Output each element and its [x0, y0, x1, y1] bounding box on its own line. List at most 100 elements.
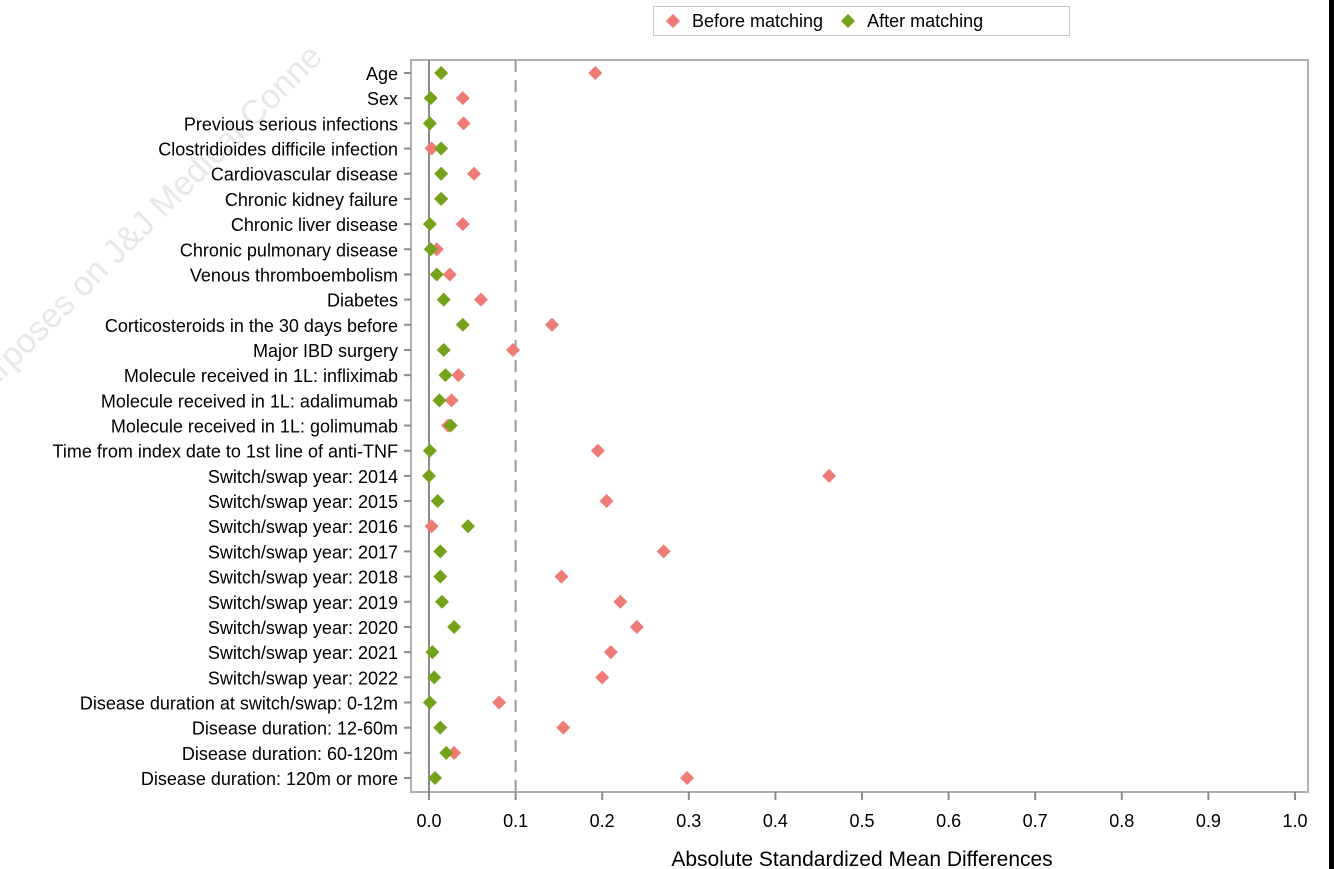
marker-after-matching: [434, 191, 449, 206]
marker-after-matching: [427, 670, 442, 685]
y-tick-label: Switch/swap year: 2014: [208, 467, 398, 487]
y-tick-label: Chronic liver disease: [231, 215, 398, 235]
marker-before-matching: [442, 267, 457, 282]
y-tick-label: Molecule received in 1L: infliximab: [124, 366, 398, 386]
marker-after-matching: [455, 317, 470, 332]
legend-label-after: After matching: [867, 10, 984, 31]
marker-before-matching: [455, 217, 470, 232]
y-tick-label: Disease duration: 120m or more: [141, 769, 398, 789]
plot-border: [410, 59, 1309, 793]
legend-item-before: Before matching: [664, 11, 823, 32]
y-tick-label: Switch/swap year: 2018: [208, 568, 398, 588]
y-tick-label: Diabetes: [327, 291, 398, 311]
x-axis-label: Absolute Standardized Mean Differences: [671, 848, 1052, 869]
marker-after-matching: [438, 368, 453, 383]
marker-before-matching: [447, 745, 462, 760]
marker-after-matching: [434, 141, 449, 156]
y-tick-label: Sex: [367, 89, 398, 109]
marker-after-matching: [422, 116, 437, 131]
marker-after-matching: [434, 166, 449, 181]
marker-before-matching: [424, 519, 439, 534]
marker-after-matching: [434, 594, 449, 609]
marker-after-matching: [432, 393, 447, 408]
legend: Before matching After matching: [653, 6, 1070, 36]
marker-before-matching: [595, 670, 610, 685]
legend-item-after: After matching: [839, 11, 983, 32]
y-tick-label: Chronic kidney failure: [225, 190, 398, 210]
marker-before-matching: [554, 569, 569, 584]
marker-before-matching: [506, 342, 521, 357]
marker-before-matching: [492, 695, 507, 710]
y-tick-label: Switch/swap year: 2020: [208, 618, 398, 638]
right-edge-bar: [1329, 0, 1334, 869]
y-tick-label: Age: [366, 64, 398, 84]
marker-before-matching: [590, 443, 605, 458]
marker-after-matching: [433, 569, 448, 584]
y-tick-label: Switch/swap year: 2019: [208, 593, 398, 613]
x-tick-label: 0.0: [416, 811, 441, 831]
marker-before-matching: [588, 66, 603, 80]
marker-before-matching: [680, 771, 695, 786]
reference-lines: [428, 60, 517, 792]
marker-after-matching: [425, 645, 440, 660]
marker-before-matching: [556, 720, 571, 735]
marker-before-matching: [456, 116, 471, 131]
x-tick-label: 0.5: [849, 811, 874, 831]
x-tick-label: 0.6: [936, 811, 961, 831]
marker-after-matching: [422, 468, 436, 483]
y-tick-label: Disease duration: 60-120m: [182, 744, 398, 764]
x-tick-label: 0.4: [763, 811, 788, 831]
y-tick-label: Disease duration at switch/swap: 0-12m: [80, 694, 398, 714]
marker-before-matching: [629, 619, 644, 634]
marker-after-matching: [422, 443, 437, 458]
legend-marker-after: [841, 13, 856, 29]
marker-after-matching: [433, 544, 448, 559]
legend-label-before: Before matching: [692, 10, 824, 31]
marker-after-matching: [447, 619, 462, 634]
marker-before-matching: [822, 468, 837, 483]
marker-after-matching: [429, 267, 444, 282]
y-tick-label: Switch/swap year: 2022: [208, 668, 398, 688]
y-tick-label: Switch/swap year: 2015: [208, 492, 398, 512]
marker-after-matching: [428, 771, 443, 786]
y-tick-label: Major IBD surgery: [253, 341, 398, 361]
y-tick-label: Molecule received in 1L: adalimumab: [101, 391, 398, 411]
y-tick-label: Cardiovascular disease: [211, 165, 398, 185]
marker-before-matching: [473, 292, 488, 307]
y-tick-label: Corticosteroids in the 30 days before: [105, 316, 398, 336]
marker-after-matching: [460, 519, 475, 534]
marker-after-matching: [436, 292, 451, 307]
y-tick-label: Disease duration: 12-60m: [192, 719, 398, 739]
marker-after-matching: [443, 418, 458, 433]
marker-after-matching: [423, 242, 438, 257]
marker-before-matching: [424, 141, 439, 156]
marker-after-matching: [430, 494, 445, 509]
x-tick-label: 0.8: [1109, 811, 1134, 831]
marker-before-matching: [599, 494, 614, 509]
marker-before-matching: [656, 544, 671, 559]
marker-after-matching: [422, 695, 437, 710]
x-tick-label: 0.2: [590, 811, 615, 831]
y-tick-label: Chronic pulmonary disease: [180, 240, 398, 260]
marker-after-matching: [422, 217, 437, 232]
y-tick-label: Clostridioides difficile infection: [158, 140, 398, 160]
x-tick-label: 0.1: [503, 811, 528, 831]
marker-before-matching: [455, 91, 470, 106]
y-tick-label: Switch/swap year: 2016: [208, 517, 398, 537]
marker-after-matching: [436, 342, 451, 357]
marker-before-matching: [467, 166, 482, 181]
x-axis: 0.0 0.1 0.2 0.3 0.4 0.5 0.6 0.7 0.8 0.9 1.0: [416, 792, 1308, 831]
y-tick-label: Previous serious infections: [184, 114, 398, 134]
y-tick-label: Switch/swap year: 2021: [208, 643, 398, 663]
marker-after-matching: [434, 66, 449, 80]
data-markers: [422, 66, 837, 786]
x-tick-label: 1.0: [1282, 811, 1307, 831]
y-tick-label: Switch/swap year: 2017: [208, 542, 398, 562]
y-tick-label: Molecule received in 1L: golimumab: [111, 417, 398, 437]
marker-after-matching: [423, 91, 438, 106]
plot-frame: [410, 59, 1309, 793]
marker-before-matching: [444, 393, 459, 408]
y-tick-label: Time from index date to 1st line of anti…: [53, 442, 398, 462]
marker-before-matching: [544, 317, 559, 332]
